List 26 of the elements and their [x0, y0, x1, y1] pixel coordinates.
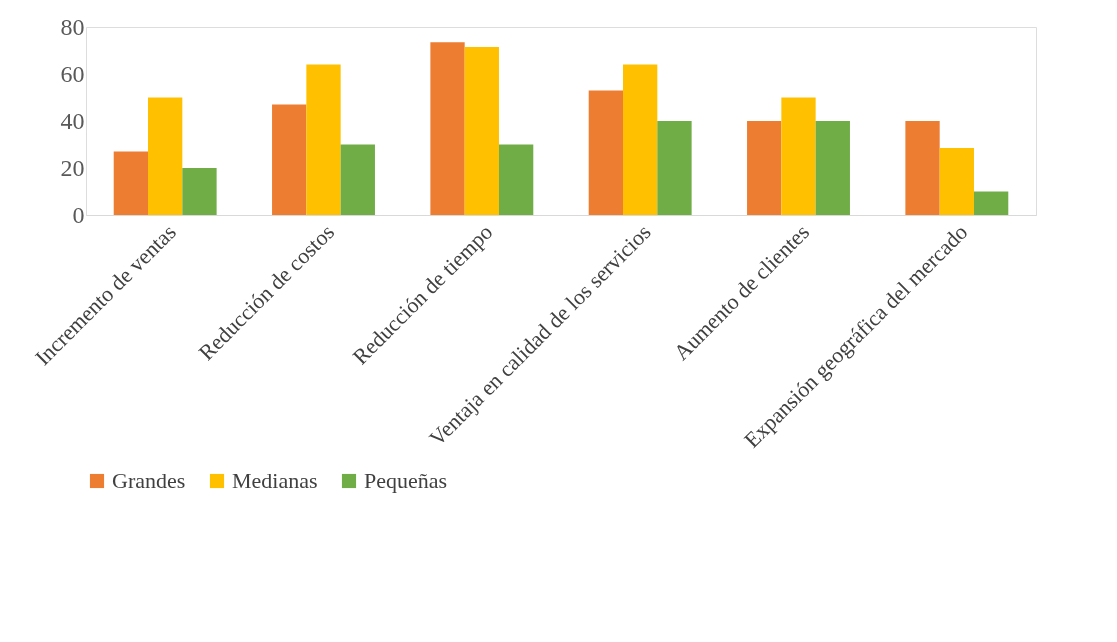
- bar: [113, 151, 149, 215]
- bar: [498, 144, 534, 215]
- legend-label: Grandes: [112, 468, 186, 493]
- bar: [272, 104, 307, 215]
- bar: [905, 121, 940, 215]
- bar: [148, 97, 183, 215]
- bar: [973, 191, 1009, 215]
- y-tick-label: 40: [60, 107, 85, 134]
- bar: [182, 168, 217, 215]
- legend-label: Pequeñas: [364, 468, 448, 493]
- bar: [464, 46, 499, 215]
- y-tick-label: 80: [60, 13, 85, 40]
- bar: [657, 121, 692, 215]
- y-tick-label: 60: [60, 60, 85, 87]
- bar: [588, 90, 624, 215]
- y-tick-label: 0: [72, 201, 85, 228]
- bar: [939, 148, 974, 215]
- legend-label: Medianas: [232, 468, 318, 493]
- bar: [340, 144, 375, 215]
- bar: [815, 121, 850, 215]
- y-tick-label: 20: [60, 154, 85, 181]
- bar: [747, 121, 782, 215]
- bar: [306, 64, 341, 215]
- bar: [430, 42, 465, 215]
- bar: [623, 64, 658, 215]
- bar: [781, 97, 816, 215]
